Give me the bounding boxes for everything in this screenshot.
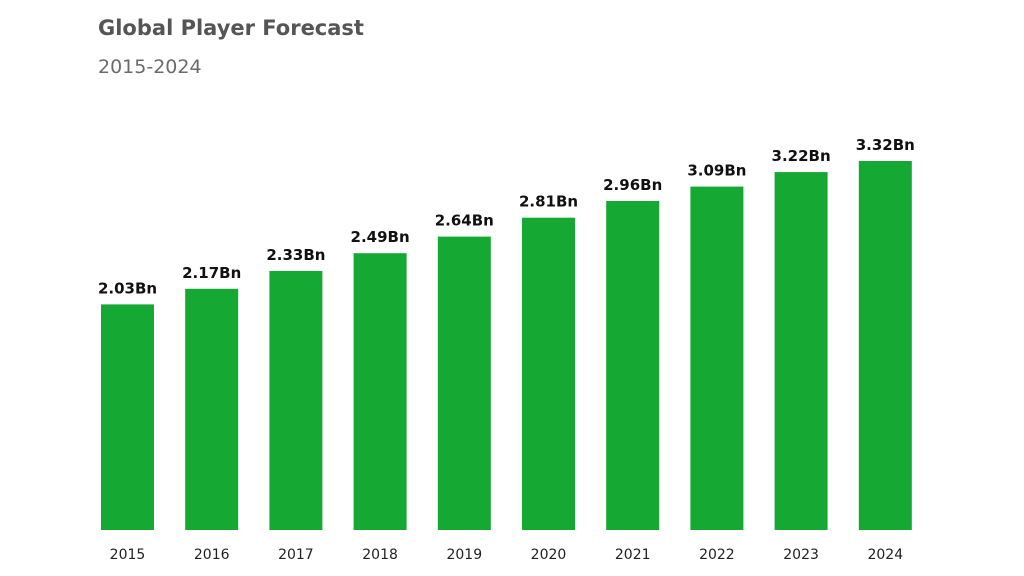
data-label-2021: 2.96Bn [603,176,662,194]
data-label-2018: 2.49Bn [351,228,410,246]
bar-2019 [437,236,491,530]
bar-2015 [101,304,154,530]
data-label-2024: 3.32Bn [856,136,915,154]
chart-title: Global Player Forecast [98,16,364,40]
bar-2022 [690,186,744,530]
data-label-2015: 2.03Bn [98,279,157,297]
bar-2021 [606,201,660,530]
bar-2020 [522,217,575,530]
data-label-2019: 2.64Bn [435,212,494,230]
bar-2023 [774,172,828,530]
bar-2018 [353,253,407,530]
x-tick-label-2018: 2018 [362,547,398,563]
x-tick-label-2017: 2017 [278,547,314,563]
x-tick-label-2020: 2020 [531,547,567,563]
x-tick-label-2022: 2022 [699,547,735,563]
data-label-2016: 2.17Bn [182,264,241,282]
bar-2024 [858,161,912,530]
x-tick-label-2021: 2021 [615,547,651,563]
chart-subtitle: 2015-2024 [98,56,202,78]
x-tick-label-2023: 2023 [783,547,819,563]
x-tick-label-2024: 2024 [867,547,903,563]
x-tick-label-2015: 2015 [110,547,146,563]
x-tick-label-2019: 2019 [446,547,482,563]
data-label-2020: 2.81Bn [519,193,578,211]
bar-2016 [185,288,239,530]
x-tick-label-2016: 2016 [194,547,230,563]
bar-2017 [269,271,323,530]
data-label-2017: 2.33Bn [266,246,325,264]
data-label-2023: 3.22Bn [772,147,831,165]
data-label-2022: 3.09Bn [687,162,746,180]
